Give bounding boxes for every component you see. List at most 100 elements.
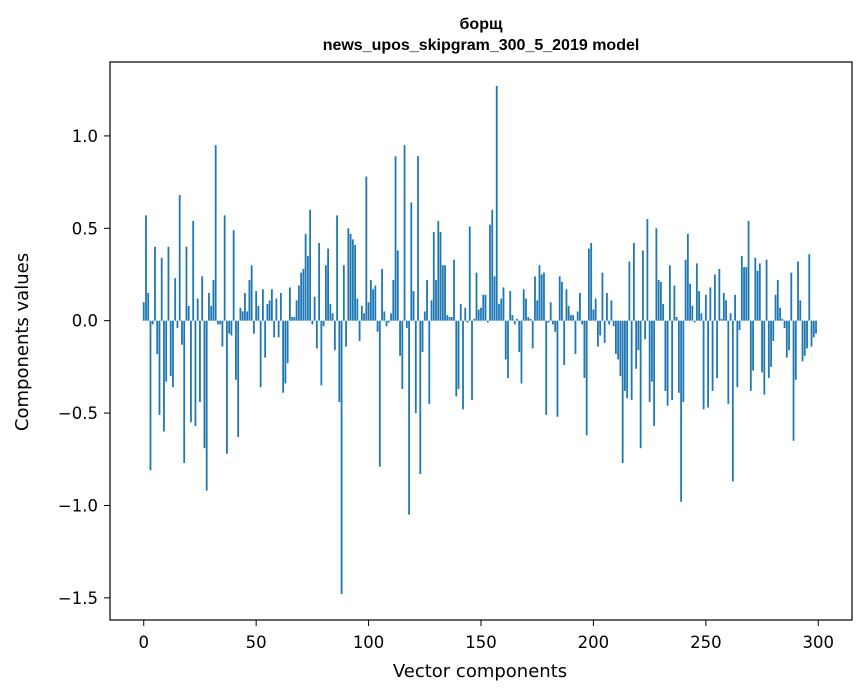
bar-277	[765, 259, 768, 321]
bar-195	[581, 320, 584, 325]
bar-276	[763, 320, 766, 395]
bar-197	[585, 320, 588, 436]
bar-242	[686, 233, 689, 321]
bar-152	[484, 294, 487, 321]
bar-120	[412, 291, 415, 321]
bar-72	[304, 233, 307, 321]
bar-107	[383, 311, 386, 321]
bar-11	[167, 246, 170, 321]
bar-49	[253, 320, 255, 334]
bar-220	[637, 320, 640, 351]
bar-17	[181, 320, 183, 345]
bar-59	[275, 298, 278, 321]
bar-128	[430, 300, 433, 321]
y-tick-label: −1.5	[58, 589, 98, 608]
bar-25	[199, 320, 201, 402]
bar-199	[590, 243, 593, 321]
bar-192	[574, 320, 577, 354]
bar-241	[684, 259, 687, 321]
bar-157	[495, 86, 498, 321]
bar-224	[646, 219, 649, 321]
bar-139	[455, 320, 458, 397]
bar-116	[403, 145, 406, 321]
bar-172	[529, 318, 532, 321]
bar-228	[655, 228, 658, 321]
bar-82	[327, 248, 329, 321]
bar-215	[626, 320, 629, 399]
bar-283	[779, 307, 781, 321]
y-axis-ticks: −1.5 −1.0 −0.5 0.0 0.5 1.0	[58, 127, 110, 608]
bar-101	[369, 280, 372, 321]
bar-10	[165, 320, 168, 382]
bar-182	[552, 320, 554, 325]
bar-190	[570, 315, 572, 321]
bar-63	[284, 320, 287, 384]
bar-154	[489, 224, 491, 321]
bar-266	[740, 256, 743, 321]
bar-291	[797, 261, 799, 321]
bar-38	[228, 320, 231, 334]
bar-209	[612, 320, 615, 327]
bar-149	[477, 309, 480, 321]
bar-186	[561, 281, 563, 321]
bar-131	[437, 220, 440, 321]
bar-229	[657, 280, 660, 321]
x-tick-label: 300	[803, 633, 835, 652]
bar-5	[154, 246, 156, 321]
bar-250	[704, 294, 707, 321]
bar-288	[790, 272, 793, 321]
bar-145	[468, 226, 471, 321]
bar-184	[556, 320, 559, 417]
bar-219	[635, 320, 638, 369]
bar-89	[342, 265, 345, 321]
bar-150	[480, 307, 482, 321]
bar-274	[758, 263, 761, 321]
bar-255	[716, 320, 718, 378]
bar-36	[223, 215, 226, 321]
bar-218	[633, 243, 635, 321]
bar-43	[239, 307, 242, 321]
bar-171	[527, 316, 530, 321]
bar-273	[756, 270, 759, 321]
bar-259	[725, 300, 727, 321]
bar-122	[417, 156, 419, 321]
bar-23	[194, 320, 197, 426]
bar-112	[394, 156, 397, 321]
bar-15	[176, 320, 179, 329]
bar-19	[185, 246, 188, 321]
bar-216	[628, 261, 631, 321]
bar-92	[349, 233, 352, 321]
bar-123	[419, 320, 422, 475]
bar-58	[273, 320, 276, 338]
bar-158	[498, 304, 500, 321]
bar-223	[644, 320, 647, 340]
bar-75	[311, 320, 314, 325]
bar-50	[255, 291, 258, 321]
bar-161	[504, 320, 507, 360]
bar-100	[367, 302, 370, 321]
bar-83	[329, 304, 332, 321]
bar-230	[659, 281, 662, 321]
bar-143	[464, 307, 467, 321]
bar-164	[511, 315, 514, 321]
bar-165	[513, 320, 516, 325]
bar-292	[799, 300, 802, 321]
bar-138	[453, 259, 455, 321]
bar-53	[262, 289, 264, 321]
y-tick-label: 0.5	[72, 219, 98, 238]
bar-136	[448, 316, 451, 321]
bar-231	[662, 304, 665, 321]
bar-202	[597, 320, 599, 347]
bar-95	[356, 298, 359, 321]
bar-196	[583, 320, 586, 378]
bar-159	[500, 298, 503, 321]
bar-234	[668, 265, 671, 321]
bar-156	[493, 276, 496, 321]
bar-206	[606, 292, 608, 321]
bar-129	[432, 231, 435, 321]
bar-153	[486, 320, 489, 323]
bar-140	[457, 320, 460, 390]
bar-180	[547, 320, 550, 323]
bar-174	[534, 276, 536, 321]
bar-187	[563, 320, 566, 366]
